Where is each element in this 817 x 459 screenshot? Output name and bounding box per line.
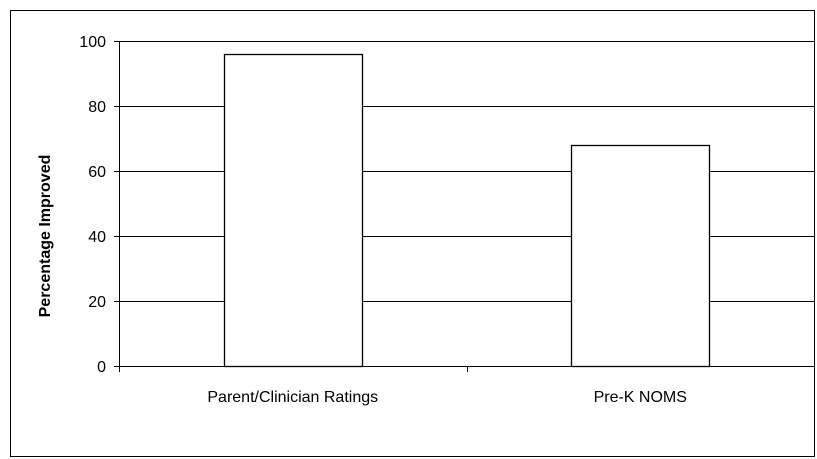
x-category-label: Pre-K NOMS <box>594 389 687 406</box>
y-tick-label: 80 <box>88 99 106 116</box>
tick-labels: 0 20 40 60 80 100 Parent/Clinician Ratings Pre-… <box>79 34 687 406</box>
y-tick-label: 40 <box>88 229 106 246</box>
y-tick-label: 100 <box>79 34 106 51</box>
bar <box>223 53 364 368</box>
x-category-label: Parent/Clinician Ratings <box>207 389 378 406</box>
y-tick-label: 0 <box>97 359 106 376</box>
axes <box>114 41 815 372</box>
y-axis-title: Percentage Improved <box>37 155 54 318</box>
bars <box>223 53 711 368</box>
y-tick-label: 60 <box>88 164 106 181</box>
bar <box>570 144 711 368</box>
y-tick-label: 20 <box>88 294 106 311</box>
